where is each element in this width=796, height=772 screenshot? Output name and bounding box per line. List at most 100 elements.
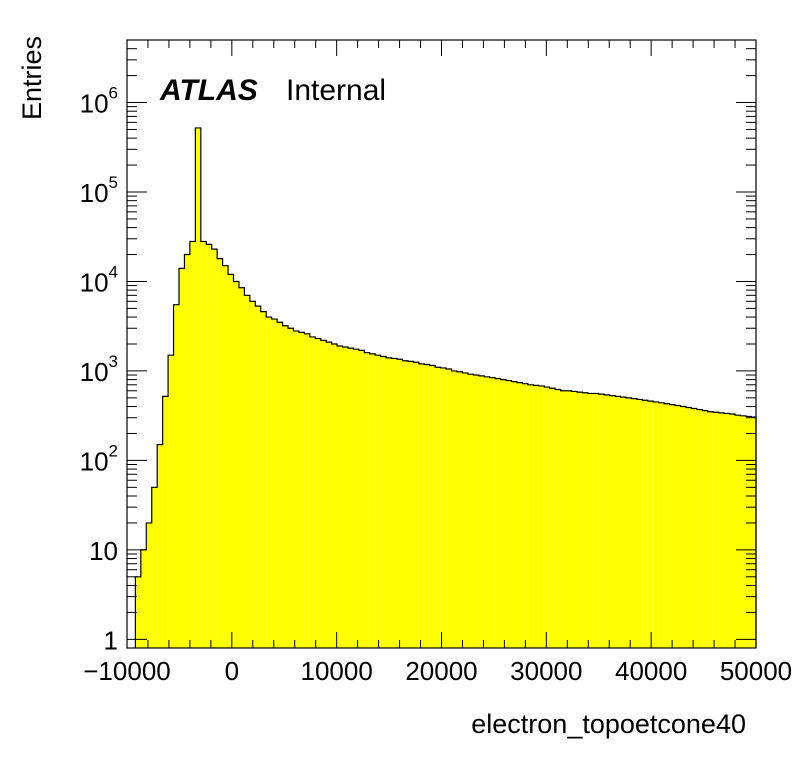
histogram-bin [135,576,141,648]
histogram-bin [478,375,485,648]
histogram-bin [217,258,223,648]
histogram-bin [555,389,561,648]
histogram-bin [320,340,327,648]
histogram-bin [729,414,736,648]
histogram-bin [522,383,528,648]
histogram-bin [184,254,190,648]
histogram-bin [271,319,278,648]
histogram-bin [418,363,425,648]
histogram-bin [402,360,408,648]
histogram-bin [228,274,234,648]
histogram-bin [151,487,158,648]
x-tick-label: −10000 [83,656,170,686]
histogram-bin [527,384,534,648]
histogram-bin [696,409,703,648]
histogram-bin [353,349,359,648]
histogram-bin [413,362,419,648]
histogram-bin [375,355,381,648]
y-tick-label: 104 [80,262,118,297]
histogram-bin [653,401,659,648]
histogram-bin [380,356,387,648]
histogram-bin [446,369,452,648]
histogram-bin [244,295,250,648]
histogram-bin [620,397,627,648]
histogram-bin [288,328,294,648]
x-axis-title: electron_topoetcone40 [471,709,746,739]
y-tick-label: 106 [80,84,118,119]
x-tick-label: 0 [225,656,239,686]
histogram-bin [162,396,169,648]
axis-ticks [126,39,757,648]
histogram-bin [407,361,414,648]
y-tick-label: 1 [104,625,118,655]
x-tick-label: 30000 [510,656,582,686]
histogram-bin [315,338,321,648]
y-tick-label: 103 [80,352,118,387]
histogram-bin [293,330,299,648]
histogram-bin [255,306,261,648]
histogram-bin [571,391,577,648]
histogram-bin [266,317,272,648]
x-tick-label: 40000 [615,656,687,686]
histogram-bin [462,372,468,648]
histogram-bin [669,404,676,648]
histogram-bin [260,311,267,648]
histogram-bin [206,244,212,649]
histogram-bin [735,415,741,648]
histogram-bin [631,398,637,648]
histogram-bin [598,394,605,648]
histogram-bin [593,393,599,648]
histogram-bin [457,371,463,648]
histogram-bin [664,403,670,648]
histogram-bin [397,359,403,648]
histogram-bin [358,350,365,648]
y-tick-label: 105 [80,173,118,208]
histogram-bin [435,367,441,648]
histogram-bin [211,249,218,648]
histogram-bin [309,336,316,648]
histogram-bin [451,370,458,648]
histogram-bin [233,281,239,648]
histogram-bin [533,385,539,648]
y-tick-label: 102 [80,441,118,476]
histogram-bin [222,265,229,648]
histogram-bin [440,367,447,648]
histogram-bin [511,381,517,648]
histogram-bin [484,376,490,648]
histogram-bin [429,365,436,648]
histogram-bin [604,394,610,648]
histogram-bin [200,241,207,648]
histogram-bin [347,348,354,648]
histogram-bin [615,396,621,648]
y-tick-labels: 1 10 102 103 104 105 106 [80,84,118,656]
histogram-bin [238,287,245,648]
histogram-bin [685,407,692,648]
histogram-bin [647,401,654,648]
histogram-bin [489,377,496,648]
histogram-bin [658,402,665,648]
histogram-bin [369,353,376,648]
histogram-bin [724,413,730,648]
x-tick-label: 10000 [301,656,373,686]
histogram-bin [364,352,370,648]
histogram-bin [473,375,479,648]
histogram-bin [582,392,588,648]
histogram-bin [740,415,746,648]
histogram-bin [675,405,681,648]
histogram-bin [626,397,632,648]
histogram-bin [178,268,185,648]
x-tick-label: 20000 [405,656,477,686]
histogram-bin [745,416,752,648]
histogram-outline [134,127,757,648]
histogram-bin [506,380,512,648]
histogram-bin [146,522,152,648]
histogram-bin [609,395,616,648]
histogram-bin [516,382,523,648]
histogram-bin [157,444,163,648]
y-axis-title: Entries [17,36,47,120]
histogram-bin [342,347,348,648]
histogram-bin [168,355,174,648]
histogram-bin [713,412,719,648]
histogram-bin [195,127,201,648]
